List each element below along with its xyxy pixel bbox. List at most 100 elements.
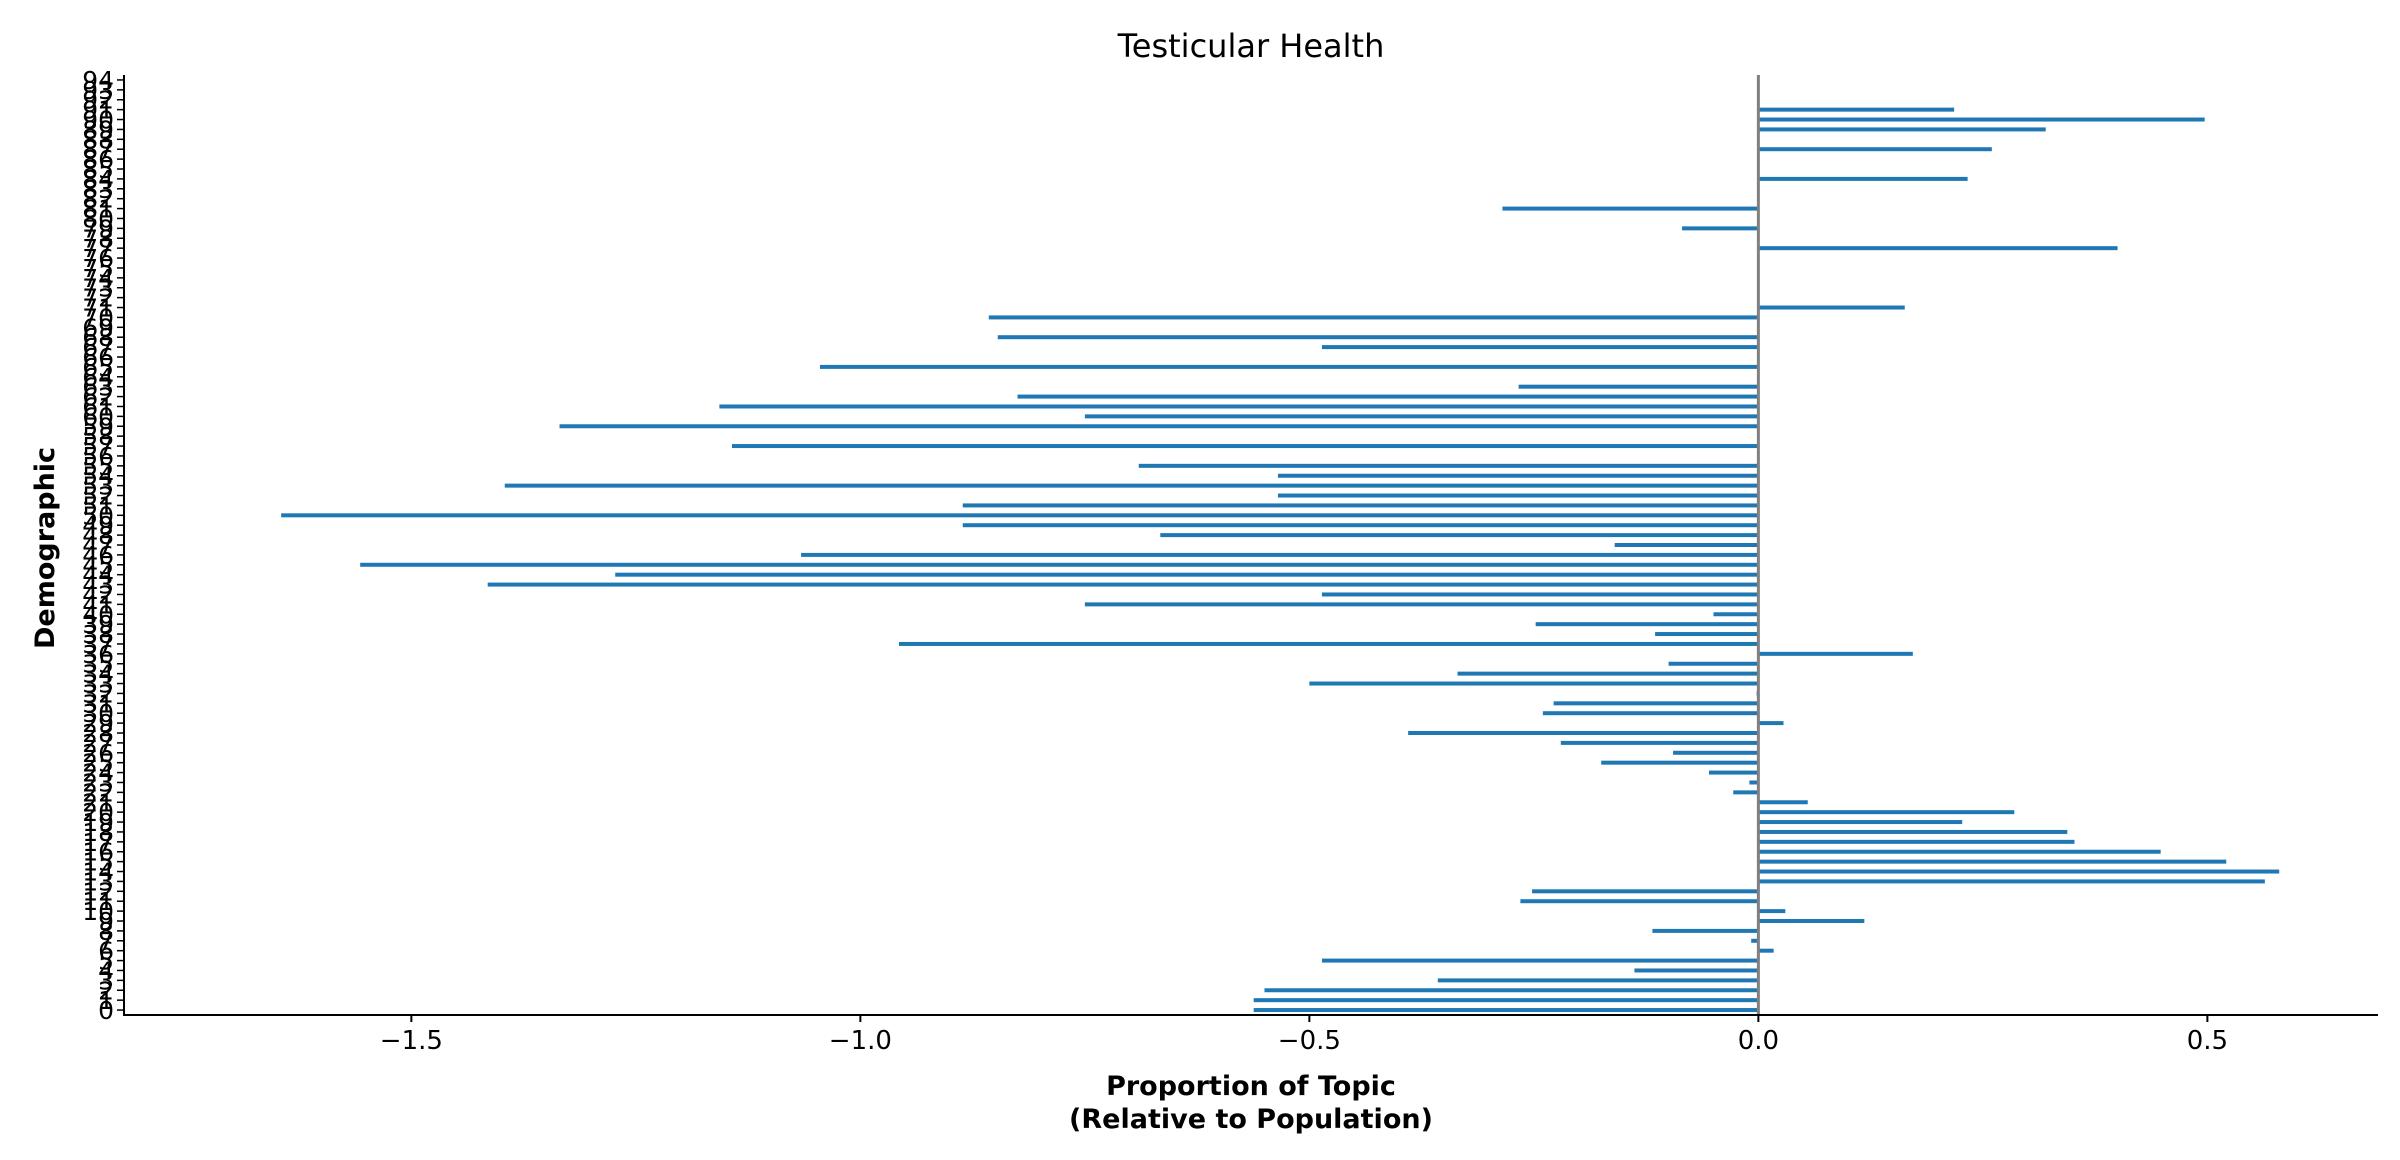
y-tick-label: 17 [82,828,114,857]
bar-demographic-84 [1758,176,1968,181]
y-tick-label: 62 [82,383,114,412]
bar-demographic-89 [1758,127,2046,132]
y-tick-label: 73 [82,274,114,303]
bar-demographic-13 [1758,879,2265,884]
y-tick-label: 66 [82,343,114,372]
y-tick-label: 31 [82,689,114,718]
y-tick-label: 72 [82,284,114,313]
bar-demographic-22 [1733,790,1759,795]
bar-demographic-4 [1634,968,1759,973]
bar-demographic-16 [1758,849,2161,854]
y-tick-label: 48 [82,521,114,550]
y-tick-label: 16 [82,838,114,867]
y-tick-label: 87 [82,135,114,164]
bar-demographic-38 [1655,632,1759,637]
bar-demographic-26 [1673,750,1759,755]
y-tick-label: 6 [98,937,114,966]
y-tick-label: 36 [82,640,114,669]
bar-demographic-79 [1682,226,1759,231]
y-tick-label: 30 [82,699,114,728]
bar-demographic-52 [1277,493,1759,498]
y-tick-label: 92 [82,86,114,115]
y-tick-label: 94 [82,66,114,95]
bar-demographic-36 [1758,651,1913,656]
bar-demographic-8 [1652,928,1759,933]
y-tick-label: 35 [82,650,114,679]
y-tick-label: 67 [82,333,114,362]
bar-demographic-6 [1758,948,1774,953]
bar-demographic-77 [1758,246,2118,251]
y-tick-label: 57 [82,432,114,461]
y-tick-label: 75 [82,254,114,283]
y-tick-label: 32 [82,679,114,708]
y-tick-label: 52 [82,482,114,511]
y-tick-label: 33 [82,670,114,699]
bar-demographic-14 [1758,869,2280,874]
y-tick-label: 20 [82,798,114,827]
bar-demographic-46 [801,552,1759,557]
bar-demographic-63 [1518,384,1759,389]
y-tick-label: 64 [82,363,114,392]
y-tick-label: 50 [82,501,114,530]
y-tick-label: 0 [98,996,114,1025]
bar-demographic-20 [1758,810,2015,815]
y-tick-label: 71 [82,294,114,323]
y-tick-label: 14 [82,858,114,887]
x-tick-label: −0.5 [1278,1026,1341,1056]
bar-demographic-51 [962,503,1759,508]
y-tick-label: 12 [82,877,114,906]
bar-demographic-71 [1758,305,1905,310]
x-tick-label: −1.5 [380,1026,443,1056]
bar-demographic-90 [1758,117,2205,122]
y-tick-label: 37 [82,630,114,659]
bar-demographic-18 [1758,829,2068,834]
bar-demographic-57 [731,444,1759,449]
bar-demographic-49 [962,523,1759,528]
bar-demographic-39 [1535,622,1759,627]
y-tick-label: 42 [82,580,114,609]
bar-demographic-59 [559,424,1759,429]
bar-demographic-21 [1758,800,1808,805]
bar-demographic-19 [1758,820,1963,825]
y-tick-label: 29 [82,709,114,738]
y-tick-label: 26 [82,739,114,768]
bar-demographic-9 [1758,919,1865,923]
y-tick-label: 78 [82,224,114,253]
y-tick-label: 21 [82,788,114,817]
y-tick-label: 47 [82,531,114,560]
y-tick-label: 22 [82,778,114,807]
y-tick-label: 25 [82,749,114,778]
y-tick-label: 93 [82,76,114,105]
y-tick-label: 28 [82,719,114,748]
bar-demographic-65 [819,364,1759,369]
bar-demographic-27 [1560,740,1759,745]
y-tick-label: 41 [82,590,114,619]
y-tick-label: 40 [82,600,114,629]
bar-demographic-54 [1277,473,1759,478]
y-tick-label: 90 [82,106,114,135]
bar-demographic-7 [1751,938,1759,943]
y-tick-label: 44 [82,561,114,590]
y-tick-label: 38 [82,620,114,649]
x-tick-label: −1.0 [829,1026,892,1056]
x-axis-title-line-2: (Relative to Population) [1069,1104,1433,1135]
y-tick-label: 18 [82,818,114,847]
y-tick-label: 43 [82,571,114,600]
bar-demographic-48 [1160,533,1759,538]
bar-demographic-47 [1614,543,1759,547]
axes-layer: −1.5 −1.0 −0.5 0.0 0.50123456789101112131415… [82,66,2378,1056]
bar-demographic-23 [1749,780,1759,785]
bar-demographic-37 [898,641,1759,646]
y-tick-label: 23 [82,768,114,797]
bar-demographic-43 [487,582,1759,587]
y-tick-label: 19 [82,808,114,837]
bar-demographic-35 [1668,661,1759,666]
bar-demographic-31 [1553,701,1759,706]
y-tick-label: 8 [98,917,114,946]
y-tick-label: 91 [82,96,114,125]
y-tick-label: 58 [82,422,114,451]
y-tick-label: 3 [98,966,114,995]
bar-demographic-45 [360,562,1759,567]
